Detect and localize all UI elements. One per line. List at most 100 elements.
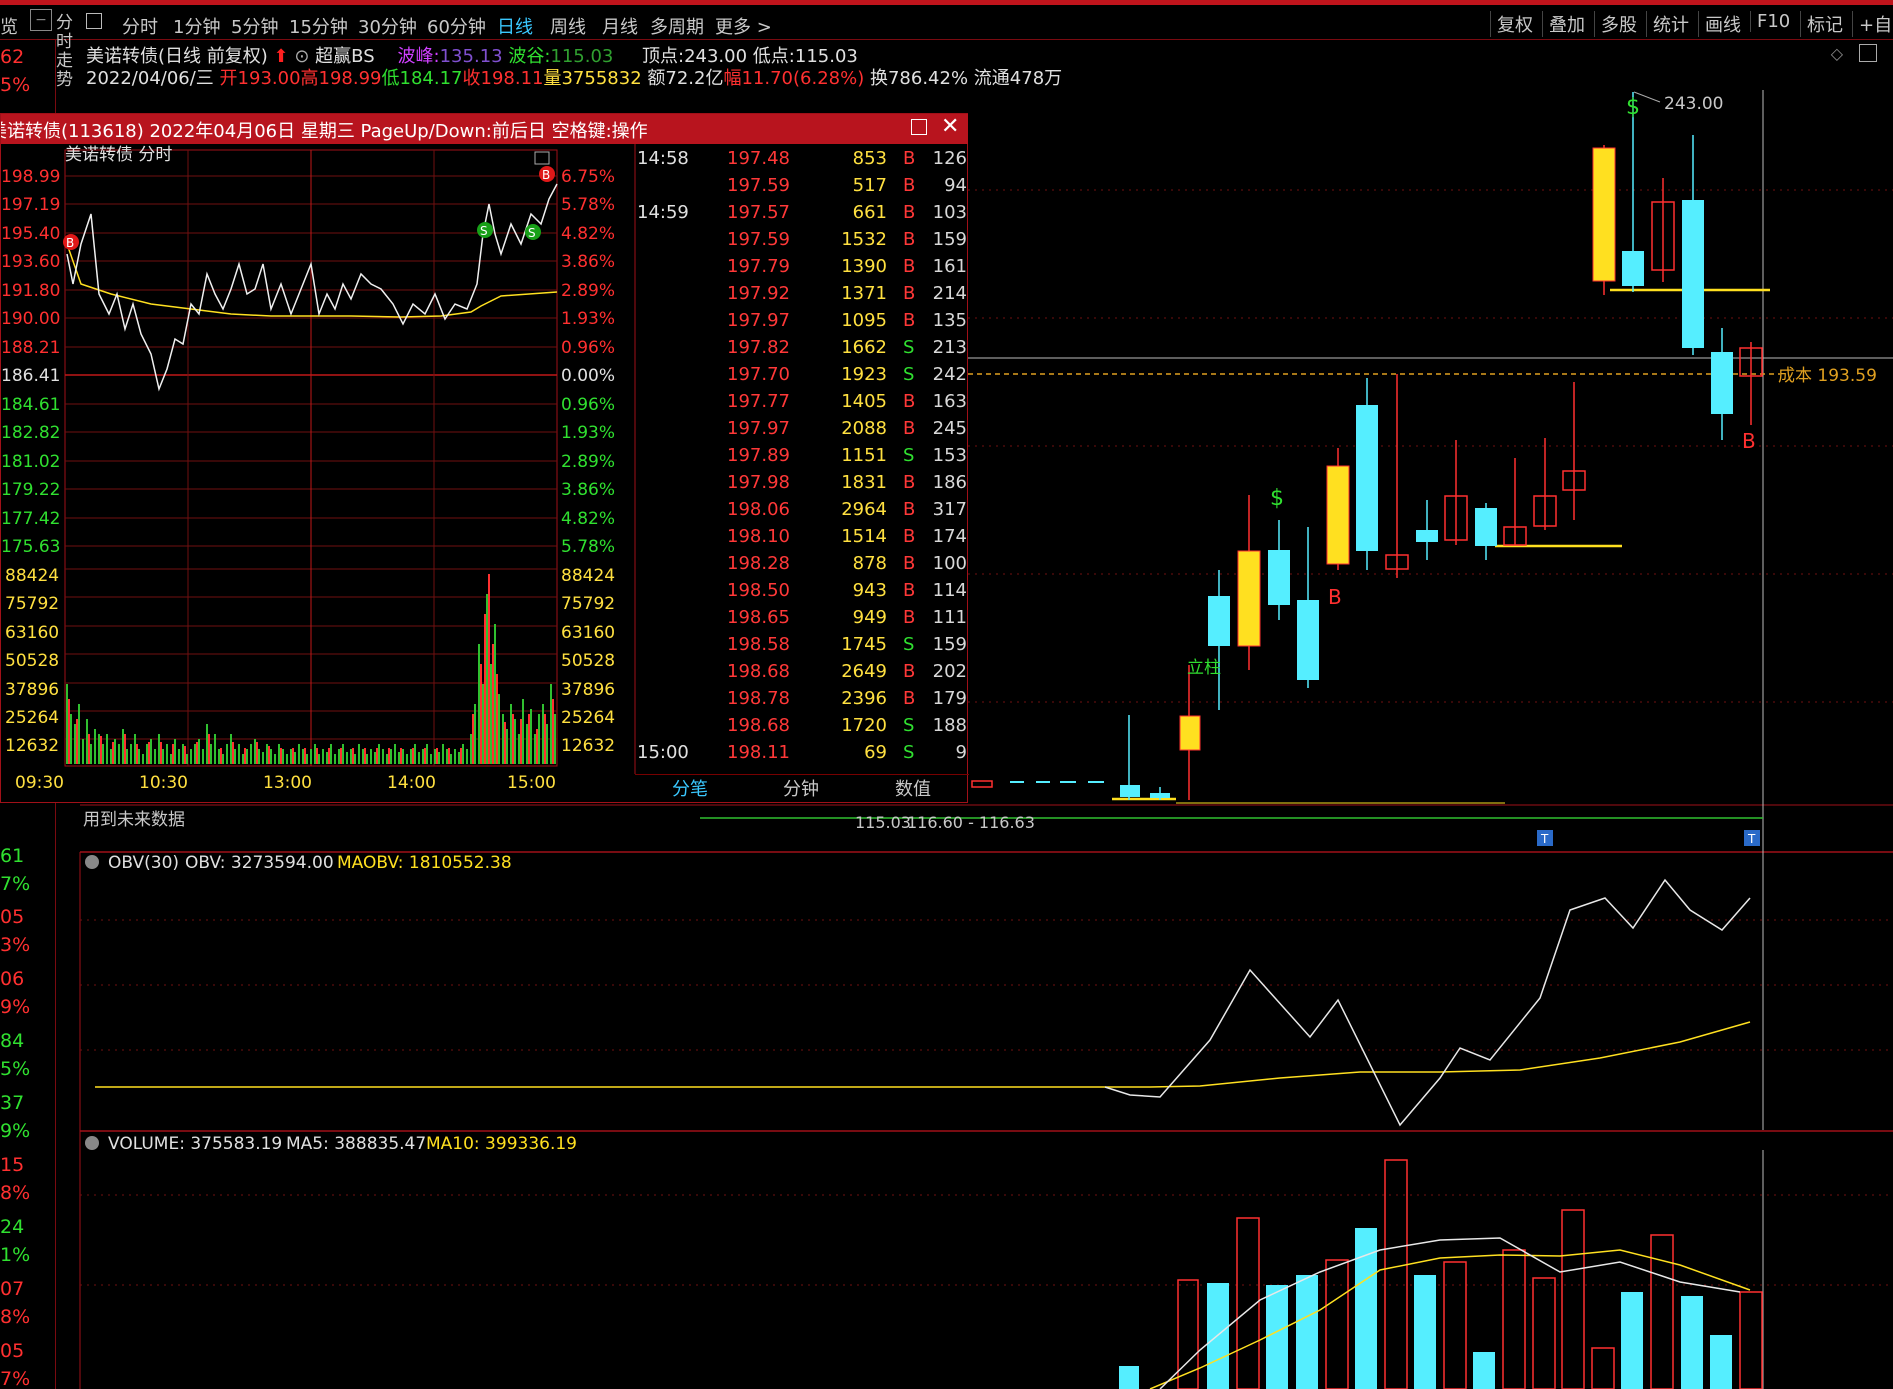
maobv-line (95, 1021, 1751, 1088)
btn-add-favorite[interactable]: +自选 (1852, 11, 1893, 37)
tab-1min[interactable]: 1分钟 (173, 17, 221, 38)
tick-count: 163 (932, 391, 967, 412)
tab-minutes[interactable]: 分钟 (745, 774, 857, 802)
vol-label: 50528 (561, 651, 615, 671)
volume-bar (1681, 1296, 1703, 1389)
btn-draw[interactable]: 画线 (1698, 11, 1747, 37)
tick-volume: 1151 (841, 445, 887, 466)
pct-label: 5.78% (561, 195, 615, 215)
side-tab-label[interactable]: 分时走势 (56, 13, 73, 90)
bar-amount: 额72.2亿 (647, 68, 724, 89)
btn-restore-rights[interactable]: 复权 (1490, 11, 1539, 37)
tick-price: 197.59 (727, 175, 790, 196)
tick-side: B (903, 580, 916, 601)
chart-menu-icon (534, 151, 550, 165)
btn-multi-stock[interactable]: 多股 (1594, 11, 1643, 37)
tab-5min[interactable]: 5分钟 (231, 17, 279, 38)
vol-label: 25264 (561, 708, 615, 728)
price-label: 190.00 (1, 309, 60, 329)
tick-count: 317 (932, 499, 967, 520)
diamond-icon[interactable]: ◇ (1830, 44, 1843, 63)
tick-volume: 69 (864, 742, 887, 763)
tab-monthly[interactable]: 月线 (602, 17, 638, 38)
panel-toggle-icon[interactable] (86, 13, 102, 29)
bar-low: 低184.17 (381, 68, 463, 89)
pct-label: 4.82% (561, 509, 615, 529)
tick-side: B (903, 310, 916, 331)
intraday-chart-svg: 美诺转债 分时 198.99 197.19 195.40 193.60 (1, 144, 636, 793)
candle (1503, 526, 1527, 546)
tick-count: 161 (932, 256, 967, 277)
price-label: 175.63 (1, 537, 60, 557)
tick-count: 111 (932, 607, 967, 628)
strip-value: 8% (0, 1306, 31, 1328)
btn-f10[interactable]: F10 (1750, 11, 1796, 32)
candle (1120, 785, 1140, 797)
tick-count: 135 (932, 310, 967, 331)
kline-candles (971, 92, 1763, 800)
volume-collapse-icon (85, 1136, 99, 1150)
tick-price: 197.82 (727, 337, 790, 358)
tab-fenshi[interactable]: 分时 (122, 17, 158, 38)
t-marker-icon (1744, 830, 1760, 846)
strip-value: 06 (0, 968, 25, 990)
candle (1150, 793, 1170, 798)
tab-60min[interactable]: 60分钟 (427, 17, 486, 38)
btn-statistics[interactable]: 统计 (1646, 11, 1695, 37)
popup-title-bar[interactable]: 美诺转债(113618) 2022年04月06日 星期三 PageUp/Down… (1, 114, 968, 144)
candle (1268, 550, 1290, 605)
strip-value: 37 (0, 1092, 25, 1114)
volume-bar (1591, 1347, 1615, 1389)
close-icon[interactable]: ✕ (941, 114, 960, 139)
volume-bar (1177, 1279, 1199, 1389)
volume-bar (1414, 1275, 1436, 1389)
tab-ticks[interactable]: 分笔 (635, 774, 745, 802)
candle (1237, 550, 1261, 647)
volume-ma10: MA10: 399336.19 (426, 1134, 577, 1154)
collapse-icon[interactable]: − (30, 9, 52, 31)
candle (1651, 201, 1675, 271)
tick-price: 197.98 (727, 472, 790, 493)
intraday-avg-line (66, 243, 558, 318)
tick-volume: 1923 (841, 364, 887, 385)
price-label: 197.19 (1, 195, 60, 215)
intraday-popup[interactable]: 美诺转债(113618) 2022年04月06日 星期三 PageUp/Down… (0, 113, 969, 803)
pct-label: 2.89% (561, 281, 615, 301)
tab-values[interactable]: 数值 (857, 774, 969, 802)
tab-15min[interactable]: 15分钟 (289, 17, 348, 38)
tick-volume: 1371 (841, 283, 887, 304)
candle (1622, 251, 1644, 286)
window-icon[interactable] (1859, 44, 1877, 62)
dropdown-icon[interactable]: ⊙ (294, 46, 310, 67)
tick-volume: 853 (852, 148, 887, 169)
pct-label: 0.96% (561, 395, 615, 415)
tick-volume: 517 (852, 175, 887, 196)
tick-time: 14:58 (637, 148, 689, 169)
tab-multi-period[interactable]: 多周期 (650, 17, 704, 38)
btn-mark[interactable]: 标记 (1800, 11, 1849, 37)
tab-30min[interactable]: 30分钟 (358, 17, 417, 38)
tab-daily[interactable]: 日线 (497, 17, 533, 38)
tab-weekly[interactable]: 周线 (550, 17, 586, 38)
maximize-icon[interactable] (911, 119, 927, 135)
btn-overlay[interactable]: 叠加 (1542, 11, 1591, 37)
tick-count: 242 (932, 364, 967, 385)
price-label: 181.02 (1, 452, 60, 472)
tick-side: B (903, 661, 916, 682)
indicator-name[interactable]: 超赢BS (315, 46, 375, 67)
candle (1475, 508, 1497, 546)
tick-price: 197.89 (727, 445, 790, 466)
tab-more[interactable]: 更多 > (715, 17, 772, 38)
tick-count: 245 (932, 418, 967, 439)
pct-label: 2.89% (561, 452, 615, 472)
tick-price: 198.06 (727, 499, 790, 520)
strip-value: 3% (0, 934, 31, 956)
tick-side: B (903, 499, 916, 520)
strip-value: 07 (0, 1278, 25, 1300)
tick-count: 159 (932, 634, 967, 655)
strip-value: 1% (0, 1244, 31, 1266)
signal-lizhu: 立柱 (1187, 658, 1221, 678)
tick-count: 214 (932, 283, 967, 304)
tick-time: 15:00 (637, 742, 689, 763)
strip-value: 8% (0, 1182, 31, 1204)
